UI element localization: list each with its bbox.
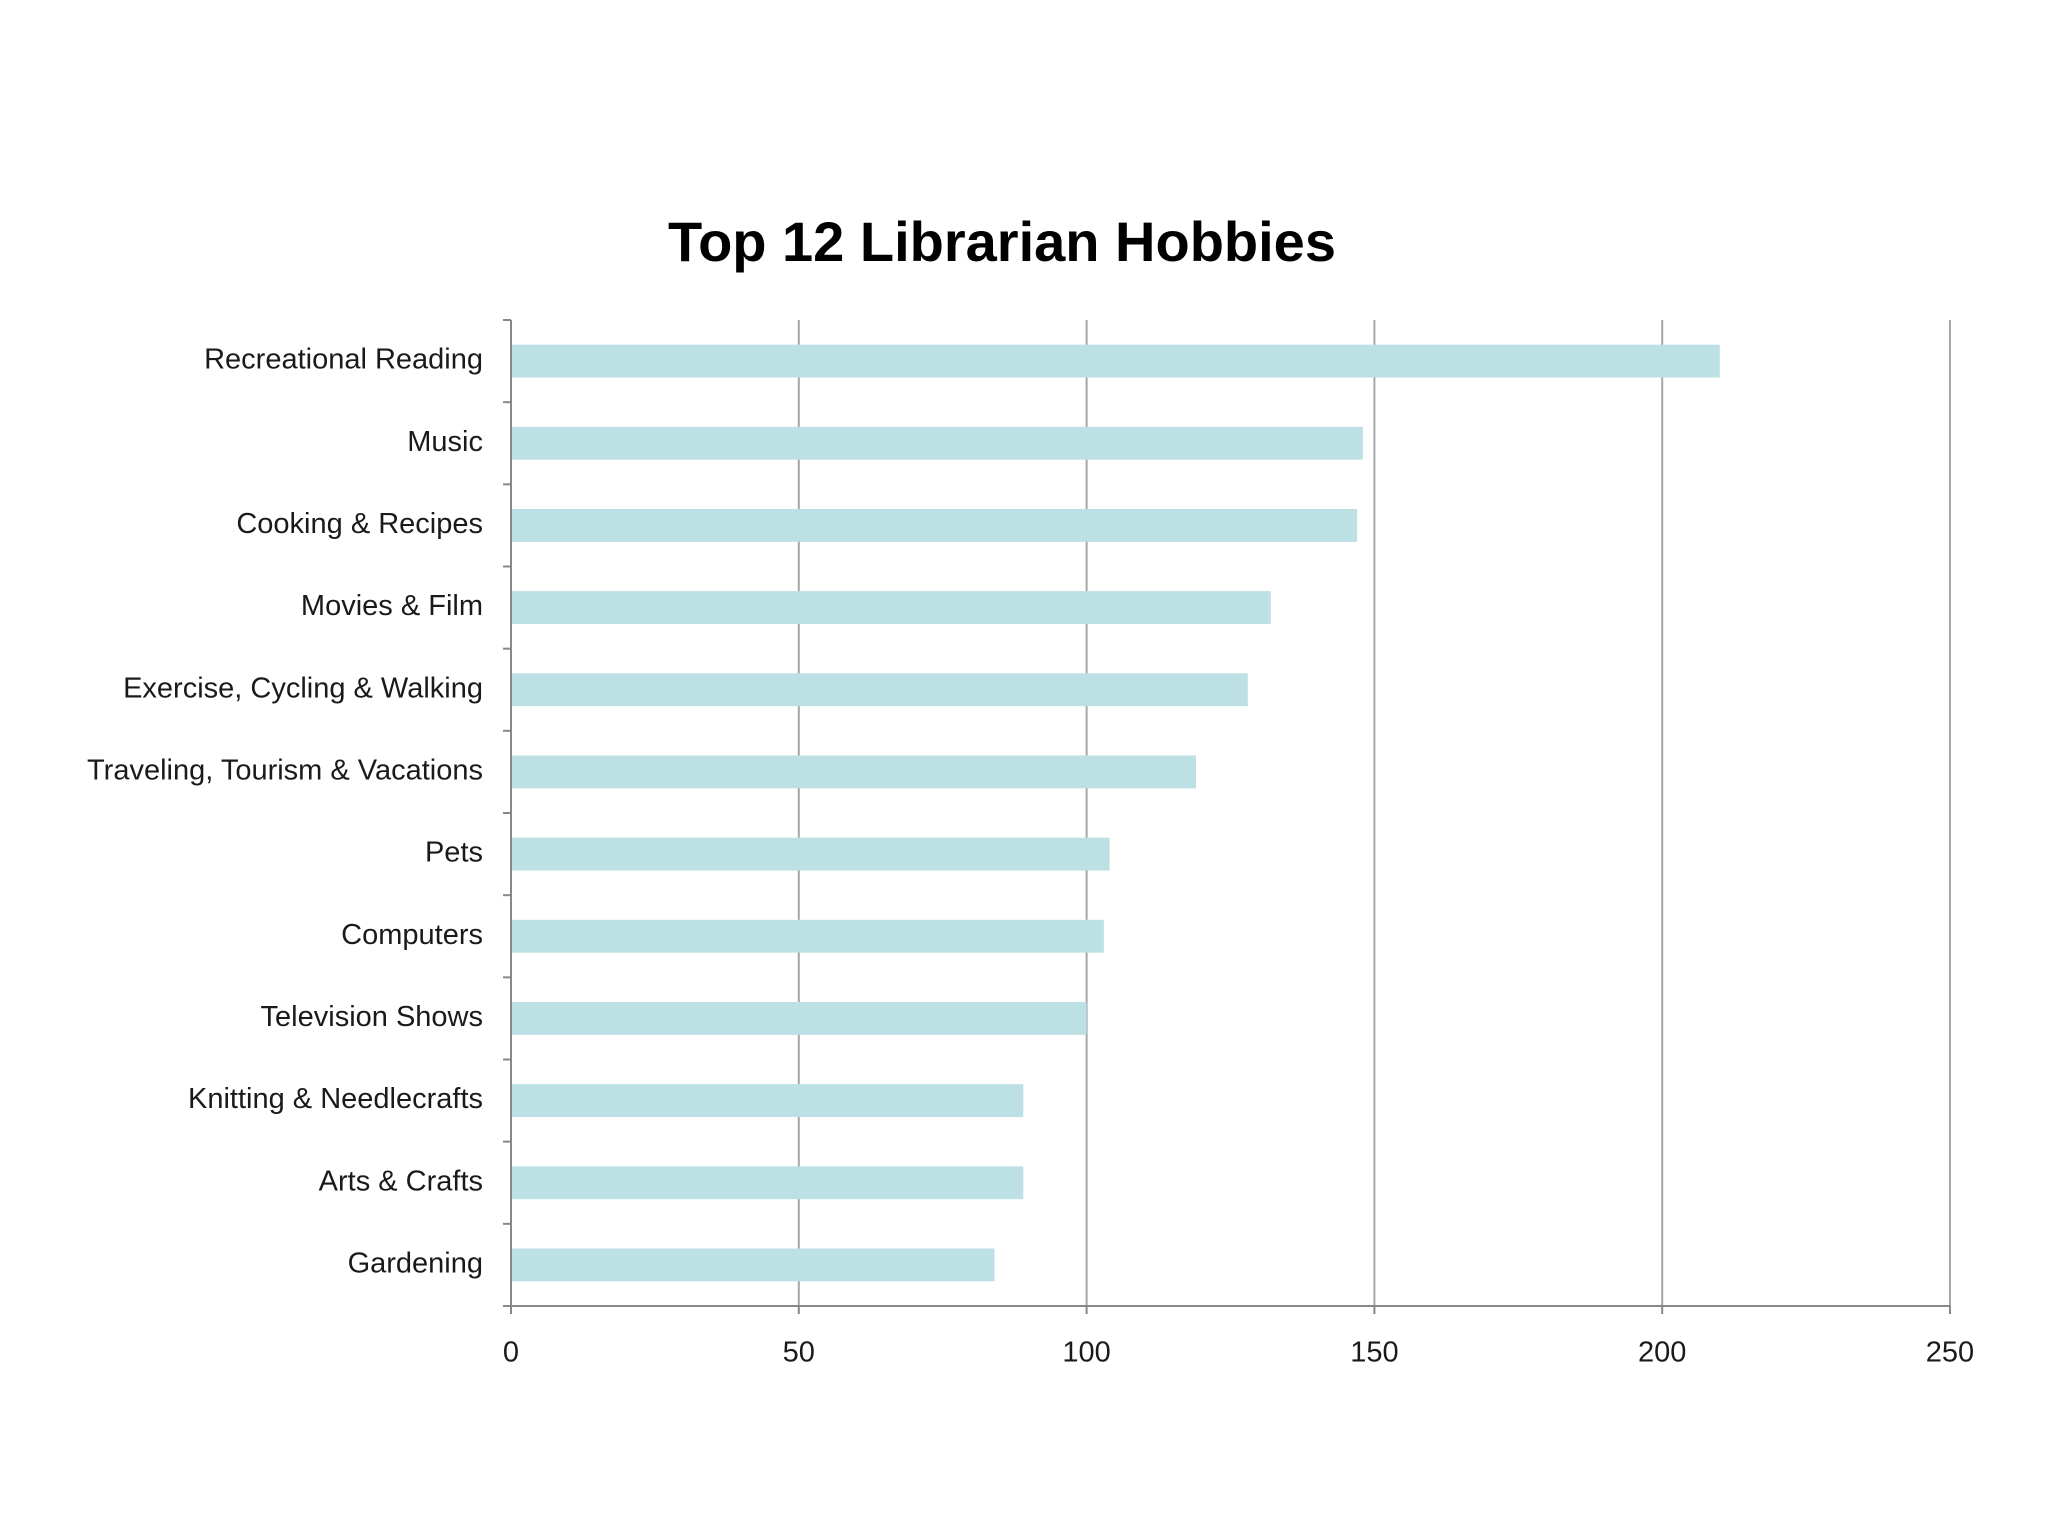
x-tick-label: 200 [1638, 1337, 1686, 1369]
bar [511, 1084, 1024, 1118]
y-tick-label: Gardening [348, 1248, 483, 1280]
bar [511, 591, 1271, 625]
x-tick-label: 250 [1926, 1337, 1974, 1369]
x-tick-label: 50 [783, 1337, 815, 1369]
bar [511, 426, 1363, 460]
y-tick-label: Cooking & Recipes [236, 508, 483, 540]
bar [511, 837, 1110, 871]
y-tick-label: Computers [341, 919, 483, 951]
y-tick-label: Pets [425, 837, 483, 869]
bar [511, 508, 1358, 542]
bar [511, 1001, 1087, 1035]
x-tick-label: 150 [1350, 1337, 1398, 1369]
x-tick-label: 100 [1062, 1337, 1110, 1369]
y-tick-label: Knitting & Needlecrafts [188, 1083, 483, 1115]
bar [511, 919, 1104, 953]
bar [511, 344, 1720, 378]
y-tick-label: Music [407, 426, 483, 458]
y-tick-label: Arts & Crafts [319, 1165, 483, 1197]
bar [511, 673, 1248, 707]
y-tick-label: Recreational Reading [204, 344, 483, 376]
y-tick-label: Exercise, Cycling & Walking [123, 672, 483, 704]
bar [511, 1248, 995, 1282]
chart-title: Top 12 Librarian Hobbies [668, 210, 1336, 273]
y-tick-label: Movies & Film [301, 590, 483, 622]
bar [511, 755, 1196, 789]
y-tick-label: Traveling, Tourism & Vacations [87, 755, 483, 787]
y-tick-label: Television Shows [261, 1001, 483, 1033]
bar [511, 1166, 1024, 1200]
x-tick-label: 0 [503, 1337, 519, 1369]
